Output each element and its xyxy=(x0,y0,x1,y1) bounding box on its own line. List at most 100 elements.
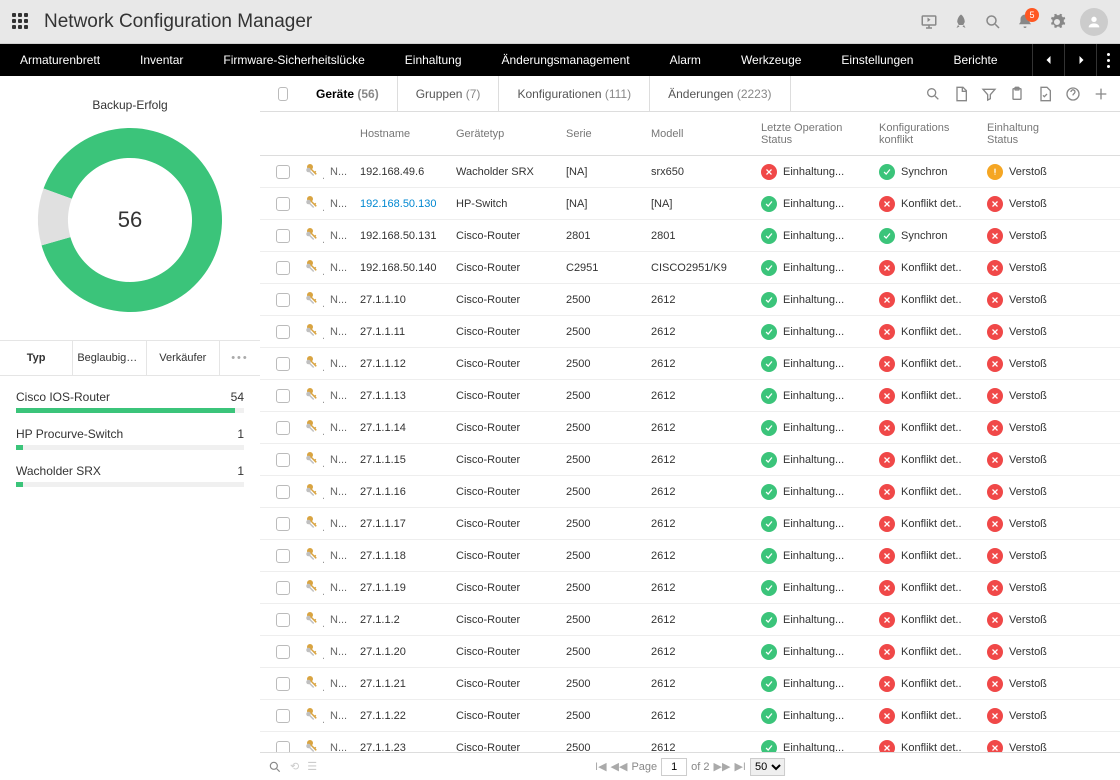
row-checkbox[interactable] xyxy=(276,197,290,211)
table-row[interactable]: N... 192.168.50.140 Cisco-Router C2951 C… xyxy=(260,252,1120,284)
nav-item[interactable]: Einhaltung xyxy=(385,44,482,76)
cell-type: Cisco-Router xyxy=(450,550,560,562)
sidebar-tab[interactable]: Verkäufer xyxy=(147,341,220,375)
foot-refresh-icon[interactable]: ⟲ xyxy=(290,760,299,773)
col-model[interactable]: Modell xyxy=(645,128,755,140)
pdf-export-icon[interactable] xyxy=(952,85,970,103)
filter-icon[interactable] xyxy=(980,85,998,103)
doc-check-icon[interactable] xyxy=(1036,85,1054,103)
page-prev-icon[interactable]: ◀◀ xyxy=(611,760,628,773)
nav-prev-icon[interactable] xyxy=(1032,44,1064,76)
row-checkbox[interactable] xyxy=(276,325,290,339)
table-row[interactable]: N... 27.1.1.17 Cisco-Router 2500 2612 Ei… xyxy=(260,508,1120,540)
search-icon[interactable] xyxy=(984,13,1002,31)
nav-item[interactable]: Alarm xyxy=(650,44,721,76)
search-tool-icon[interactable] xyxy=(924,85,942,103)
table-row[interactable]: N... 27.1.1.13 Cisco-Router 2500 2612 Ei… xyxy=(260,380,1120,412)
row-checkbox[interactable] xyxy=(276,485,290,499)
add-icon[interactable] xyxy=(1092,85,1110,103)
row-checkbox[interactable] xyxy=(276,357,290,371)
presentation-icon[interactable] xyxy=(920,13,938,31)
device-key-icon xyxy=(304,577,322,595)
page-first-icon[interactable]: I◀ xyxy=(595,760,607,773)
nav-item[interactable]: Einstellungen xyxy=(821,44,933,76)
nav-item[interactable]: Berichte xyxy=(933,44,1017,76)
nav-item[interactable]: Werkzeuge xyxy=(721,44,821,76)
row-checkbox[interactable] xyxy=(276,389,290,403)
row-checkbox[interactable] xyxy=(276,709,290,723)
content-tab[interactable]: Gruppen (7) xyxy=(398,76,500,112)
page-size-select[interactable]: 50 xyxy=(750,758,785,776)
col-op[interactable]: Letzte Operation Status xyxy=(755,122,873,146)
row-checkbox[interactable] xyxy=(276,549,290,563)
col-conf[interactable]: Konfigurations konflikt xyxy=(873,122,981,146)
col-comp[interactable]: Einhaltung Status xyxy=(981,122,1066,146)
row-checkbox[interactable] xyxy=(276,229,290,243)
cell-hostname: 27.1.1.19 xyxy=(354,582,450,594)
row-checkbox[interactable] xyxy=(276,165,290,179)
content-tab[interactable]: Änderungen (2223) xyxy=(650,76,790,112)
page-input[interactable] xyxy=(661,758,687,776)
table-row[interactable]: N... 27.1.1.14 Cisco-Router 2500 2612 Ei… xyxy=(260,412,1120,444)
col-serie[interactable]: Serie xyxy=(560,128,645,140)
table-row[interactable]: N... 27.1.1.22 Cisco-Router 2500 2612 Ei… xyxy=(260,700,1120,732)
row-checkbox[interactable] xyxy=(276,453,290,467)
col-type[interactable]: Gerätetyp xyxy=(450,128,560,140)
nav-item[interactable]: Inventar xyxy=(120,44,203,76)
cell-comp-status: Verstoß xyxy=(987,196,1060,212)
table-row[interactable]: N... 27.1.1.20 Cisco-Router 2500 2612 Ei… xyxy=(260,636,1120,668)
table-row[interactable]: N... 27.1.1.12 Cisco-Router 2500 2612 Ei… xyxy=(260,348,1120,380)
avatar[interactable] xyxy=(1080,8,1108,36)
gear-icon[interactable] xyxy=(1048,13,1066,31)
type-item[interactable]: Wacholder SRX1 xyxy=(16,464,244,487)
table-row[interactable]: N... 27.1.1.2 Cisco-Router 2500 2612 Ein… xyxy=(260,604,1120,636)
row-checkbox[interactable] xyxy=(276,645,290,659)
app-launcher-icon[interactable] xyxy=(12,13,30,31)
table-row[interactable]: N... 192.168.50.131 Cisco-Router 2801 28… xyxy=(260,220,1120,252)
table-row[interactable]: N... 27.1.1.18 Cisco-Router 2500 2612 Ei… xyxy=(260,540,1120,572)
row-checkbox[interactable] xyxy=(276,677,290,691)
nav-more-icon[interactable] xyxy=(1096,44,1120,76)
row-checkbox[interactable] xyxy=(276,581,290,595)
row-checkbox[interactable] xyxy=(276,517,290,531)
row-checkbox[interactable] xyxy=(276,261,290,275)
page-last-icon[interactable]: ▶I xyxy=(734,760,746,773)
row-checkbox[interactable] xyxy=(276,421,290,435)
table-row[interactable]: N... 27.1.1.15 Cisco-Router 2500 2612 Ei… xyxy=(260,444,1120,476)
table-row[interactable]: N... 27.1.1.19 Cisco-Router 2500 2612 Ei… xyxy=(260,572,1120,604)
cell-comp-status: Verstoß xyxy=(987,580,1060,596)
table-row[interactable]: N... 27.1.1.10 Cisco-Router 2500 2612 Ei… xyxy=(260,284,1120,316)
cell-serie: [NA] xyxy=(560,166,645,178)
nav-item[interactable]: Firmware-Sicherheitslücke xyxy=(203,44,384,76)
row-checkbox[interactable] xyxy=(276,613,290,627)
sidebar-tab[interactable]: Beglaubigung... xyxy=(73,341,146,375)
nav-item[interactable]: Änderungsmanagement xyxy=(482,44,650,76)
clipboard-icon[interactable] xyxy=(1008,85,1026,103)
page-next-icon[interactable]: ▶▶ xyxy=(714,760,731,773)
cell-op-status: Einhaltung... xyxy=(761,484,867,500)
nav-next-icon[interactable] xyxy=(1064,44,1096,76)
type-item[interactable]: HP Procurve-Switch1 xyxy=(16,427,244,450)
sidebar-tab-more-icon[interactable]: ••• xyxy=(220,341,260,375)
table-row[interactable]: N... 27.1.1.16 Cisco-Router 2500 2612 Ei… xyxy=(260,476,1120,508)
row-checkbox[interactable] xyxy=(276,741,290,753)
table-row[interactable]: N... 27.1.1.11 Cisco-Router 2500 2612 Ei… xyxy=(260,316,1120,348)
sidebar-tab[interactable]: Typ xyxy=(0,341,73,375)
help-icon[interactable] xyxy=(1064,85,1082,103)
content-tab[interactable]: Konfigurationen (111) xyxy=(499,76,650,112)
row-checkbox[interactable] xyxy=(276,293,290,307)
cell-hostname[interactable]: 192.168.50.130 xyxy=(354,198,450,210)
foot-search-icon[interactable] xyxy=(268,760,282,774)
content-tab[interactable]: Geräte (56) xyxy=(298,76,398,112)
nav-item[interactable]: Armaturenbrett xyxy=(0,44,120,76)
rocket-icon[interactable] xyxy=(952,13,970,31)
bell-icon[interactable]: 5 xyxy=(1016,13,1034,31)
table-row[interactable]: N... 27.1.1.23 Cisco-Router 2500 2612 Ei… xyxy=(260,732,1120,752)
table-row[interactable]: N... 192.168.50.130 HP-Switch [NA] [NA] … xyxy=(260,188,1120,220)
col-hostname[interactable]: Hostname xyxy=(354,128,450,140)
select-all-checkbox[interactable] xyxy=(278,87,288,101)
table-row[interactable]: N... 27.1.1.21 Cisco-Router 2500 2612 Ei… xyxy=(260,668,1120,700)
type-item[interactable]: Cisco IOS-Router54 xyxy=(16,390,244,413)
foot-list-icon[interactable]: ☰ xyxy=(307,760,317,773)
table-row[interactable]: N... 192.168.49.6 Wacholder SRX [NA] srx… xyxy=(260,156,1120,188)
